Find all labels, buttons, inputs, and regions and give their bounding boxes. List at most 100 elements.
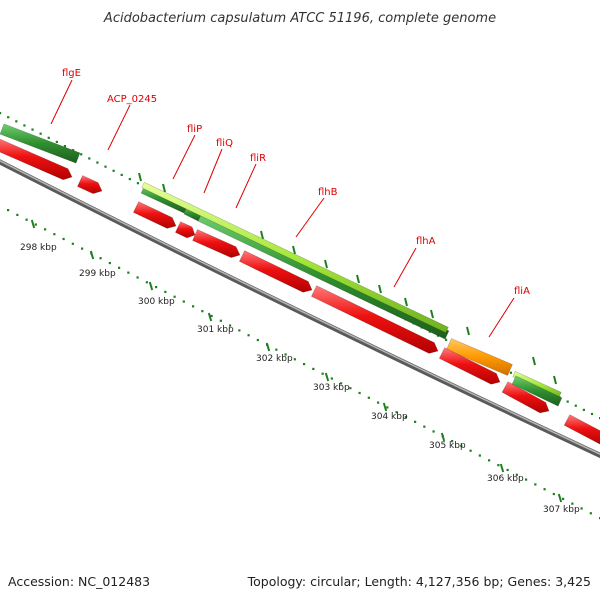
scale-dot xyxy=(358,391,361,395)
strand-tick xyxy=(466,326,470,336)
gene-label-flge: flgE xyxy=(62,68,81,79)
strand-tick xyxy=(553,375,557,385)
outer-tick-dot xyxy=(39,132,42,135)
scale-dot xyxy=(173,295,176,298)
strand-tick xyxy=(378,284,382,294)
cds-red-7 xyxy=(310,285,439,354)
scale-dot xyxy=(478,454,481,457)
scale-dot xyxy=(460,444,463,448)
gene-label-acp-0245: ACP_0245 xyxy=(107,94,157,105)
scale-dot xyxy=(145,281,148,284)
cds-red-3 xyxy=(132,201,177,229)
scale-dot xyxy=(210,314,213,318)
leader-line xyxy=(203,148,223,194)
scale-dot xyxy=(321,372,324,375)
scale-dot xyxy=(238,329,241,332)
kbp-major-tick xyxy=(148,281,154,291)
leader-line xyxy=(295,197,325,238)
scale-dot xyxy=(525,478,528,481)
outer-tick-dot xyxy=(574,404,577,407)
gene-flgE xyxy=(0,123,81,164)
scale-dot xyxy=(497,464,500,467)
strand-tick xyxy=(356,274,360,284)
scale-dot xyxy=(219,319,222,322)
outer-tick-dot xyxy=(55,140,58,144)
scale-dot xyxy=(571,502,574,505)
backbone-line xyxy=(0,159,600,459)
scale-dot xyxy=(303,363,306,366)
kbp-major-tick xyxy=(324,372,330,382)
label-leaders xyxy=(50,79,515,338)
scale-dot xyxy=(293,358,296,361)
scale-dot xyxy=(469,449,472,452)
gene-labels: flgE ACP_0245 fliP fliQ fliR flhB flhA fliA xyxy=(62,68,530,297)
scale-dot xyxy=(367,396,370,399)
backbone-track xyxy=(0,159,600,459)
gene-label-flia: fliA xyxy=(514,286,530,297)
leader-line xyxy=(107,104,131,151)
gene-label-flip: fliP xyxy=(187,124,202,135)
outer-tick-dot xyxy=(47,136,50,139)
scale-dot xyxy=(432,430,435,433)
outer-tick-dot xyxy=(112,169,115,172)
kbp-label: 307 kbp xyxy=(543,505,580,515)
scale-dot xyxy=(136,276,139,279)
outer-tick-dot xyxy=(80,153,83,156)
scale-dot xyxy=(377,401,380,404)
leader-line xyxy=(172,134,196,180)
outer-tick-dot xyxy=(509,371,513,374)
scale-dot xyxy=(44,228,47,231)
scale-dot xyxy=(53,233,56,236)
outer-tick-dot xyxy=(590,412,594,416)
scale-dot xyxy=(99,257,102,260)
kbp-label: 299 kbp xyxy=(79,269,116,279)
outer-tick-dot xyxy=(23,124,26,127)
leader-line xyxy=(235,163,257,209)
scale-dot xyxy=(340,382,343,385)
scale-dot xyxy=(506,468,509,472)
outer-tick-dot xyxy=(566,400,569,403)
scale-dot xyxy=(395,411,398,414)
scale-dot xyxy=(312,367,315,371)
cds-red-10 xyxy=(563,414,600,445)
leader-line xyxy=(488,297,515,338)
kbp-label: 306 kbp xyxy=(487,474,524,484)
strand-tick xyxy=(404,297,408,307)
scale-dot xyxy=(201,310,204,313)
scale-dot xyxy=(451,440,454,443)
scale-dot xyxy=(81,247,84,250)
scale-dot xyxy=(349,387,352,390)
outer-tick-dot xyxy=(96,161,99,164)
outer-tick-dot xyxy=(63,144,67,148)
scale-dot xyxy=(552,492,555,496)
outer-tick-dot xyxy=(71,149,75,152)
gene-label-flha: flhA xyxy=(416,236,436,247)
kbp-major-tick xyxy=(440,432,446,442)
scale-dot xyxy=(62,237,65,241)
scale-dot xyxy=(404,415,407,419)
scale-dot xyxy=(247,334,250,337)
gene-dark-right xyxy=(511,375,563,407)
cds-red-5 xyxy=(192,229,241,258)
outer-tick-dot xyxy=(0,112,2,115)
scale-dot xyxy=(275,348,278,351)
scale-dot xyxy=(192,305,195,308)
scale-dot xyxy=(284,353,287,356)
scale-dot xyxy=(423,425,426,428)
strand-tick xyxy=(324,259,328,269)
kbp-label: 301 kbp xyxy=(197,325,234,335)
outer-tick-dot xyxy=(88,157,91,160)
scale-dot xyxy=(127,271,130,274)
outer-tick-dot xyxy=(128,177,131,181)
cds-red-9 xyxy=(501,381,550,414)
cds-red-6 xyxy=(238,250,313,293)
outer-tick-dot xyxy=(31,128,34,131)
scale-dot xyxy=(155,286,158,289)
strand-tick xyxy=(138,172,142,182)
scale-dot xyxy=(414,420,417,423)
outer-tick-dot xyxy=(104,165,107,168)
scale-dot xyxy=(71,242,74,245)
strand-tick xyxy=(162,183,166,193)
gene-flhA-span xyxy=(141,181,449,334)
scale-dot xyxy=(589,512,592,515)
